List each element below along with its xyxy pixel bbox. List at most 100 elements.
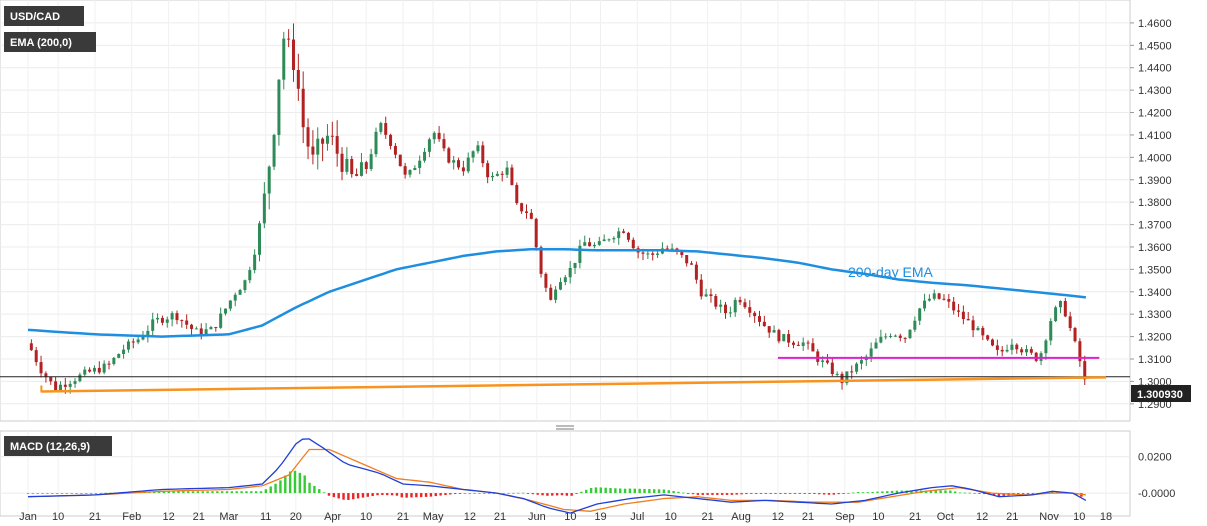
x-tick-label: Jun: [528, 511, 546, 523]
macd-histogram-bar: [798, 493, 802, 494]
candle-body: [889, 336, 893, 338]
candle-body: [248, 270, 252, 281]
macd-histogram-bar: [881, 491, 884, 494]
x-tick-label: 10: [52, 511, 64, 523]
macd-histogram-bar: [420, 493, 423, 498]
candle-body: [680, 251, 684, 256]
candle-body: [156, 317, 160, 320]
candle-body: [855, 363, 859, 372]
candle-body: [898, 335, 902, 338]
candle-body: [947, 299, 951, 302]
candle-body: [466, 157, 470, 172]
candle-body: [88, 369, 92, 372]
candle-body: [102, 363, 106, 373]
candle-body: [903, 337, 907, 339]
candle-body: [267, 166, 271, 194]
x-tick-label: 21: [397, 511, 409, 523]
candle-body: [859, 360, 863, 364]
candle-body: [835, 373, 839, 375]
x-tick-label: 21: [1006, 511, 1018, 523]
macd-histogram-bar: [386, 493, 389, 496]
panel-resize-handle[interactable]: [556, 425, 574, 430]
candle-body: [471, 151, 475, 158]
x-tick-label: Aug: [731, 511, 751, 523]
price-tick-label: 1.3700: [1138, 220, 1172, 232]
macd-histogram-bar: [182, 491, 185, 494]
ema200-line: [27, 247, 1087, 338]
macd-histogram-bar: [400, 493, 403, 498]
macd-histogram-bar: [706, 493, 709, 495]
candle-body: [927, 298, 931, 301]
candle-body: [136, 339, 140, 343]
macd-histogram-bar: [405, 493, 408, 498]
candle-body: [296, 69, 300, 89]
price-tick-label: 1.4000: [1138, 152, 1172, 164]
macd-histogram-bar: [60, 493, 64, 494]
macd-histogram-bar: [439, 493, 442, 496]
candle-body: [345, 158, 349, 172]
x-tick-label: 21: [89, 511, 101, 523]
price-tick-label: 1.4100: [1138, 130, 1172, 142]
candle-body: [1063, 300, 1067, 317]
macd-histogram-bar: [526, 493, 530, 494]
candle-body: [758, 316, 761, 322]
symbol-label: USD/CAD: [10, 11, 60, 23]
macd-histogram-bar: [444, 493, 447, 496]
macd-histogram-bar: [279, 480, 282, 494]
candle-body: [743, 302, 747, 308]
x-axis: Jan 10 21 Feb 12 21 Mar 11 20 Apr 10 21 May 12 21 Jun 10…: [19, 511, 1112, 523]
macd-histogram-bar: [997, 493, 1001, 497]
macd-histogram-bar: [667, 490, 670, 494]
candle-body: [442, 139, 446, 149]
ema-label-bg: [4, 32, 96, 52]
macd-histogram-bar: [502, 492, 505, 494]
x-tick-label: 10: [360, 511, 372, 523]
macd-histogram-bar: [468, 493, 471, 494]
candle-body: [995, 345, 999, 350]
macd-histogram-bar: [716, 493, 719, 495]
macd-histogram-bar: [735, 493, 738, 495]
macd-histogram-bar: [886, 491, 889, 494]
candle-body: [874, 342, 878, 349]
candle-body: [476, 145, 480, 152]
candle-body: [1015, 344, 1019, 350]
macd-histogram-bar: [682, 492, 685, 494]
price-tick-label: 1.3900: [1138, 175, 1172, 187]
candle-body: [233, 294, 237, 301]
macd-histogram-bar: [332, 493, 336, 498]
candle-body: [806, 342, 810, 344]
candle-body: [1005, 349, 1009, 352]
macd-histogram-bar: [808, 493, 811, 494]
macd-histogram-bar: [75, 493, 78, 494]
macd-histogram-bar: [1031, 493, 1035, 494]
macd-histogram-bar: [167, 491, 170, 494]
macd-histogram-bar: [643, 488, 646, 494]
candle-body: [1058, 300, 1062, 308]
macd-histogram-bar: [274, 483, 277, 494]
x-tick-label: Jan: [19, 511, 37, 523]
x-tick-label: 21: [494, 511, 506, 523]
candle-body: [505, 167, 509, 175]
candle-body: [908, 329, 912, 339]
candle-body: [481, 145, 485, 164]
candle-body: [515, 184, 519, 204]
candle-body: [728, 312, 732, 314]
candle-body: [170, 313, 174, 320]
macd-histogram-bar: [672, 491, 675, 494]
macd-histogram-bar: [813, 493, 816, 494]
macd-histogram-bar: [177, 491, 180, 494]
candle-body: [1049, 321, 1053, 341]
candle-body: [204, 329, 208, 335]
candle-body: [199, 328, 203, 335]
price-tick-label: 1.3800: [1138, 197, 1172, 209]
macd-histogram-bar: [284, 475, 287, 494]
candle-body: [258, 223, 262, 255]
candle-body: [937, 293, 941, 299]
candle-body: [631, 239, 635, 249]
macd-panel: [26, 438, 1087, 514]
candle-body: [762, 321, 766, 327]
candle-body: [214, 327, 218, 329]
ema-annotation: 200-day EMA: [848, 264, 933, 280]
macd-histogram-bar: [837, 493, 840, 495]
candle-body: [685, 255, 689, 264]
